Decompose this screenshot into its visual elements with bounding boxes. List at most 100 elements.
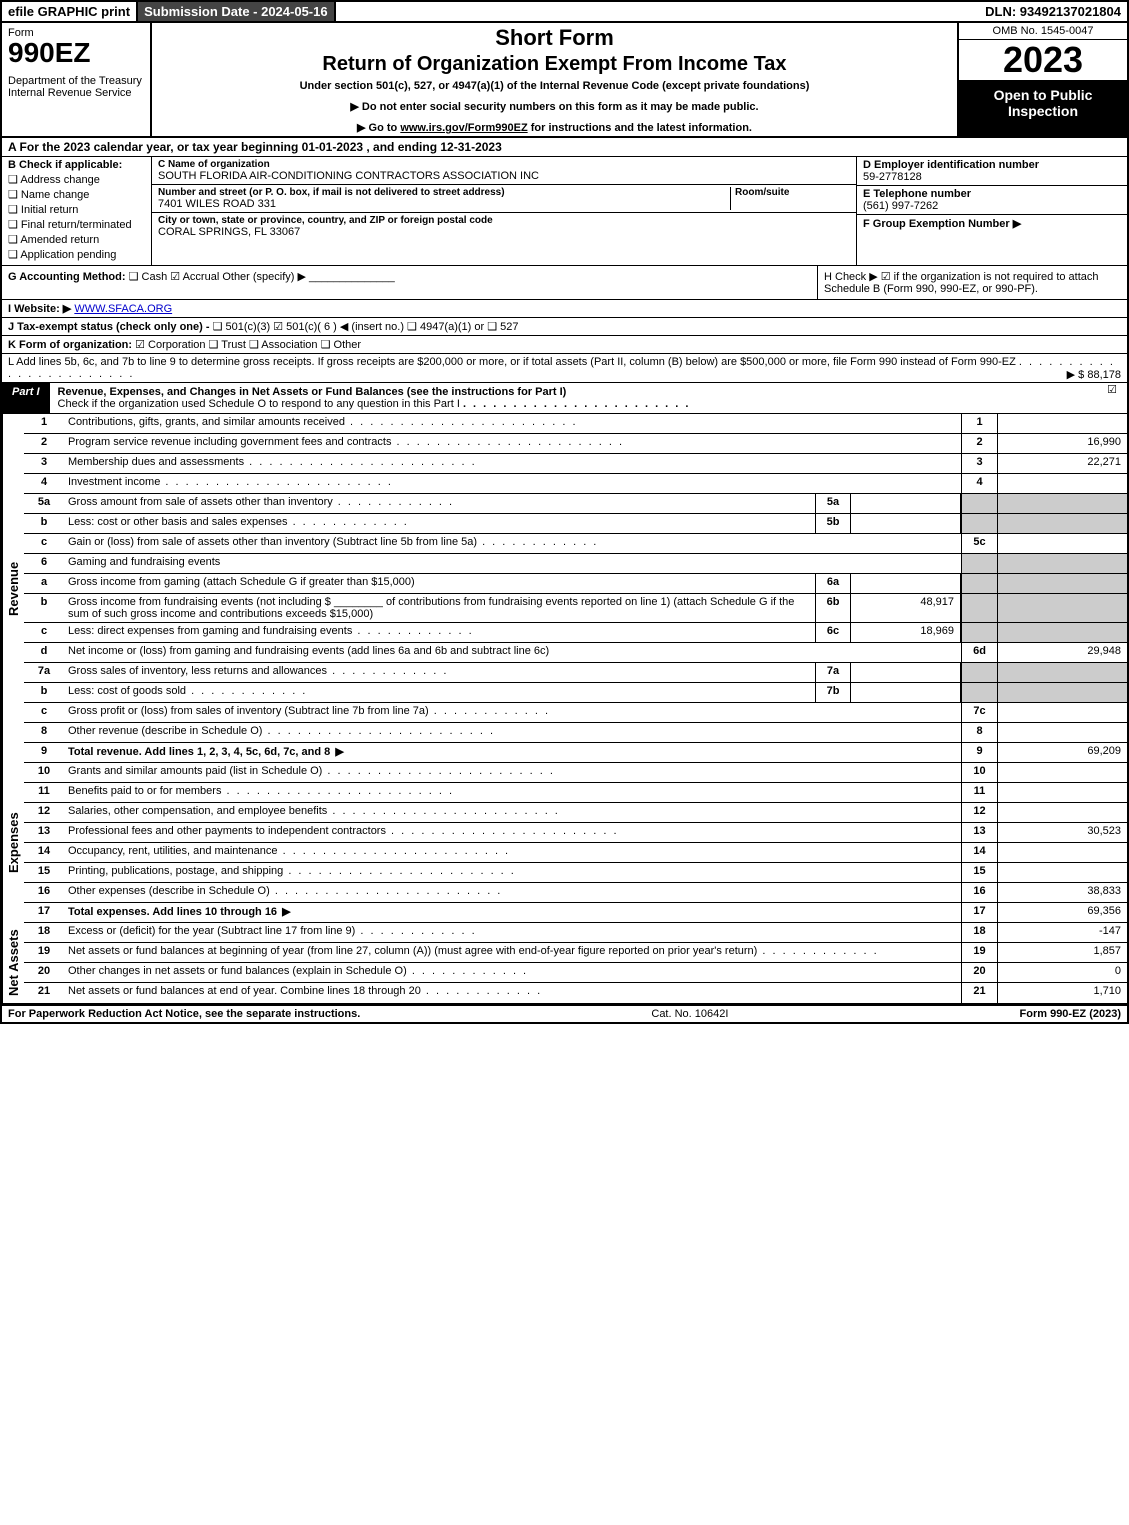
irs-link[interactable]: www.irs.gov/Form990EZ xyxy=(400,122,527,134)
row-6c-midval: 18,969 xyxy=(851,623,961,642)
row-20-desc: Other changes in net assets or fund bala… xyxy=(64,963,961,982)
row-1-rval xyxy=(997,414,1127,433)
checkbox-address-change[interactable]: Address change xyxy=(8,173,145,186)
header-center: Short Form Return of Organization Exempt… xyxy=(152,23,957,136)
row-7c-desc: Gross profit or (loss) from sales of inv… xyxy=(64,703,961,722)
row-6c: c Less: direct expenses from gaming and … xyxy=(24,623,1127,643)
row-5a-rval-shaded xyxy=(997,494,1127,513)
row-19-num: 19 xyxy=(24,943,64,962)
row-6b-rval-shaded xyxy=(997,594,1127,622)
row-17: 17 Total expenses. Add lines 10 through … xyxy=(24,903,1127,923)
row-7b-desc: Less: cost of goods sold xyxy=(64,683,815,702)
org-name: SOUTH FLORIDA AIR-CONDITIONING CONTRACTO… xyxy=(158,170,850,182)
part-1-title: Revenue, Expenses, and Changes in Net As… xyxy=(50,383,1097,413)
checkbox-name-change[interactable]: Name change xyxy=(8,188,145,201)
row-19: 19 Net assets or fund balances at beginn… xyxy=(24,943,1127,963)
row-10-rnum: 10 xyxy=(961,763,997,782)
top-bar: efile GRAPHIC print Submission Date - 20… xyxy=(0,0,1129,23)
row-15-rnum: 15 xyxy=(961,863,997,882)
row-19-rnum: 19 xyxy=(961,943,997,962)
dept: Department of the Treasury Internal Reve… xyxy=(8,75,144,99)
row-1-desc: Contributions, gifts, grants, and simila… xyxy=(64,414,961,433)
checkbox-accrual[interactable]: Accrual xyxy=(170,271,219,283)
row-13-num: 13 xyxy=(24,823,64,842)
section-h: H Check ▶ ☑ if the organization is not r… xyxy=(817,266,1127,299)
org-city: CORAL SPRINGS, FL 33067 xyxy=(158,226,850,238)
part-1-checkbox[interactable]: ☑ xyxy=(1097,383,1127,413)
line-a: A For the 2023 calendar year, or tax yea… xyxy=(0,138,1129,157)
part-1-check-note: Check if the organization used Schedule … xyxy=(58,398,460,410)
b-title: B Check if applicable: xyxy=(8,159,145,171)
row-6d: d Net income or (loss) from gaming and f… xyxy=(24,643,1127,663)
row-17-num: 17 xyxy=(24,903,64,922)
row-18-rval: -147 xyxy=(997,923,1127,942)
row-7a-desc: Gross sales of inventory, less returns a… xyxy=(64,663,815,682)
j-label: J Tax‑exempt status (check only one) - xyxy=(8,321,210,333)
row-16-rval: 38,833 xyxy=(997,883,1127,902)
footer-left: For Paperwork Reduction Act Notice, see … xyxy=(8,1008,360,1020)
row-6b-rnum-shaded xyxy=(961,594,997,622)
row-12-desc: Salaries, other compensation, and employ… xyxy=(64,803,961,822)
row-7a-midval xyxy=(851,663,961,682)
expenses-body: 10 Grants and similar amounts paid (list… xyxy=(24,763,1127,923)
website-link[interactable]: WWW.SFACA.ORG xyxy=(74,303,172,315)
row-20-num: 20 xyxy=(24,963,64,982)
row-8-rval xyxy=(997,723,1127,742)
row-2-rnum: 2 xyxy=(961,434,997,453)
row-2-desc: Program service revenue including govern… xyxy=(64,434,961,453)
row-5a-midval xyxy=(851,494,961,513)
row-5a-midnum: 5a xyxy=(815,494,851,513)
row-3-rval: 22,271 xyxy=(997,454,1127,473)
row-6a-desc: Gross income from gaming (attach Schedul… xyxy=(64,574,815,593)
row-6c-num: c xyxy=(24,623,64,642)
checkbox-initial-return[interactable]: Initial return xyxy=(8,203,145,216)
row-16-num: 16 xyxy=(24,883,64,902)
k-label: K Form of organization: xyxy=(8,339,132,351)
revenue-body: 1 Contributions, gifts, grants, and simi… xyxy=(24,414,1127,763)
row-17-rval: 69,356 xyxy=(997,903,1127,922)
short-form-title: Short Form xyxy=(158,25,951,51)
form-number: 990EZ xyxy=(8,39,144,67)
row-6c-desc: Less: direct expenses from gaming and fu… xyxy=(64,623,815,642)
row-12: 12 Salaries, other compensation, and emp… xyxy=(24,803,1127,823)
row-7a: 7a Gross sales of inventory, less return… xyxy=(24,663,1127,683)
row-16-desc: Other expenses (describe in Schedule O) xyxy=(64,883,961,902)
part-1-title-text: Revenue, Expenses, and Changes in Net As… xyxy=(58,386,567,398)
part-1-dots xyxy=(463,398,691,410)
checkbox-amended-return[interactable]: Amended return xyxy=(8,233,145,246)
part-1-tab: Part I xyxy=(2,383,50,413)
row-5c-rnum: 5c xyxy=(961,534,997,553)
row-18-desc: Excess or (deficit) for the year (Subtra… xyxy=(64,923,961,942)
row-11-num: 11 xyxy=(24,783,64,802)
tax-year: 2023 xyxy=(959,40,1127,81)
checkbox-application-pending[interactable]: Application pending xyxy=(8,248,145,261)
row-21: 21 Net assets or fund balances at end of… xyxy=(24,983,1127,1003)
submission-date: Submission Date - 2024-05-16 xyxy=(136,2,336,21)
checkbox-final-return[interactable]: Final return/terminated xyxy=(8,218,145,231)
row-5b: b Less: cost or other basis and sales ex… xyxy=(24,514,1127,534)
row-14-num: 14 xyxy=(24,843,64,862)
city-label: City or town, state or province, country… xyxy=(158,215,850,226)
row-20-rval: 0 xyxy=(997,963,1127,982)
instr-1: ▶ Do not enter social security numbers o… xyxy=(158,100,951,113)
instr-2-pre: ▶ Go to xyxy=(357,122,400,134)
section-b: B Check if applicable: Address change Na… xyxy=(2,157,152,265)
header-right: OMB No. 1545-0047 2023 Open to Public In… xyxy=(957,23,1127,136)
room-label: Room/suite xyxy=(735,187,850,198)
l-text: L Add lines 5b, 6c, and 7b to line 9 to … xyxy=(8,356,1016,368)
checkbox-cash[interactable]: Cash xyxy=(129,271,168,283)
row-6c-rnum-shaded xyxy=(961,623,997,642)
row-7c-rnum: 7c xyxy=(961,703,997,722)
row-5b-rval-shaded xyxy=(997,514,1127,533)
section-i: I Website: ▶ WWW.SFACA.ORG xyxy=(0,300,1129,318)
row-10-desc: Grants and similar amounts paid (list in… xyxy=(64,763,961,782)
addr-label: Number and street (or P. O. box, if mail… xyxy=(158,187,730,198)
dln: DLN: 93492137021804 xyxy=(979,2,1127,21)
row-10: 10 Grants and similar amounts paid (list… xyxy=(24,763,1127,783)
row-11-rval xyxy=(997,783,1127,802)
row-6-rnum-shaded xyxy=(961,554,997,573)
row-15-num: 15 xyxy=(24,863,64,882)
row-16: 16 Other expenses (describe in Schedule … xyxy=(24,883,1127,903)
telephone: (561) 997-7262 xyxy=(863,200,1121,212)
row-5b-num: b xyxy=(24,514,64,533)
